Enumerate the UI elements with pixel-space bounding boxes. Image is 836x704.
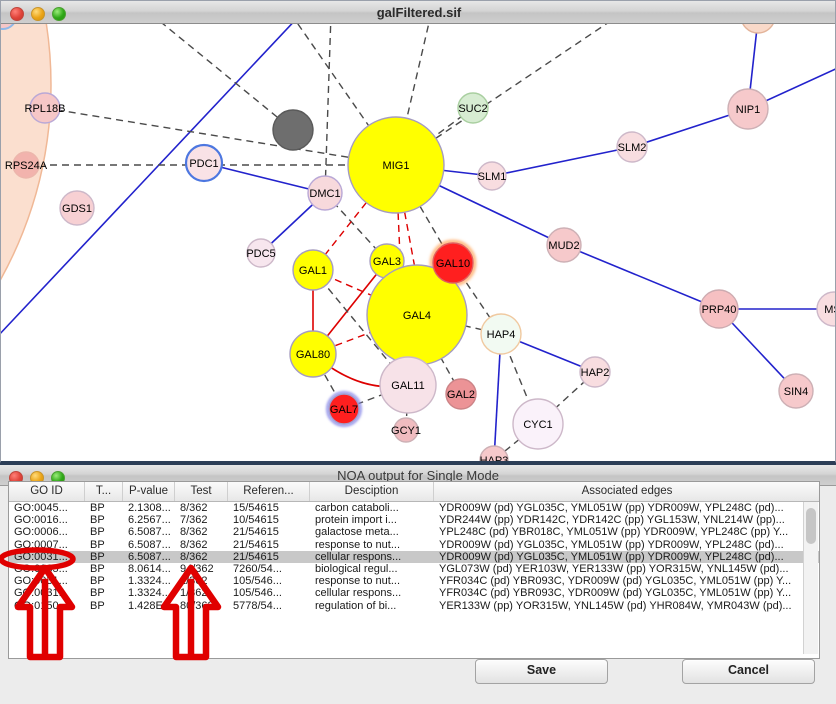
svg-text:RPL18B: RPL18B — [25, 103, 66, 115]
svg-text:MSI: MSI — [824, 304, 836, 316]
svg-text:CYC1: CYC1 — [523, 419, 552, 431]
svg-text:SIN4: SIN4 — [784, 386, 808, 398]
svg-text:RPS24A: RPS24A — [5, 160, 48, 172]
svg-text:GAL2: GAL2 — [447, 389, 475, 401]
svg-text:DMC1: DMC1 — [309, 188, 340, 200]
svg-text:PDC5: PDC5 — [246, 248, 275, 260]
svg-text:MIG1: MIG1 — [383, 160, 410, 172]
svg-text:NIP1: NIP1 — [736, 104, 760, 116]
svg-text:GDS1: GDS1 — [62, 203, 92, 215]
svg-text:SLM1: SLM1 — [478, 171, 507, 183]
svg-text:HAP2: HAP2 — [581, 367, 610, 379]
svg-text:GAL1: GAL1 — [299, 265, 327, 277]
svg-text:SUC2: SUC2 — [458, 103, 487, 115]
svg-text:HAP3: HAP3 — [480, 455, 509, 463]
svg-text:GAL3: GAL3 — [373, 256, 401, 268]
svg-text:GAL11: GAL11 — [391, 380, 424, 392]
svg-text:SLM2: SLM2 — [618, 142, 647, 154]
svg-text:PDC1: PDC1 — [189, 158, 218, 170]
svg-text:GAL7: GAL7 — [330, 404, 358, 416]
svg-text:PRP40: PRP40 — [702, 304, 737, 316]
svg-text:GCY1: GCY1 — [391, 425, 421, 437]
svg-text:GAL80: GAL80 — [296, 349, 330, 361]
svg-text:MUD2: MUD2 — [548, 240, 579, 252]
svg-text:GAL4: GAL4 — [403, 310, 431, 322]
svg-text:HAP4: HAP4 — [487, 329, 516, 341]
svg-text:GAL10: GAL10 — [436, 258, 470, 270]
